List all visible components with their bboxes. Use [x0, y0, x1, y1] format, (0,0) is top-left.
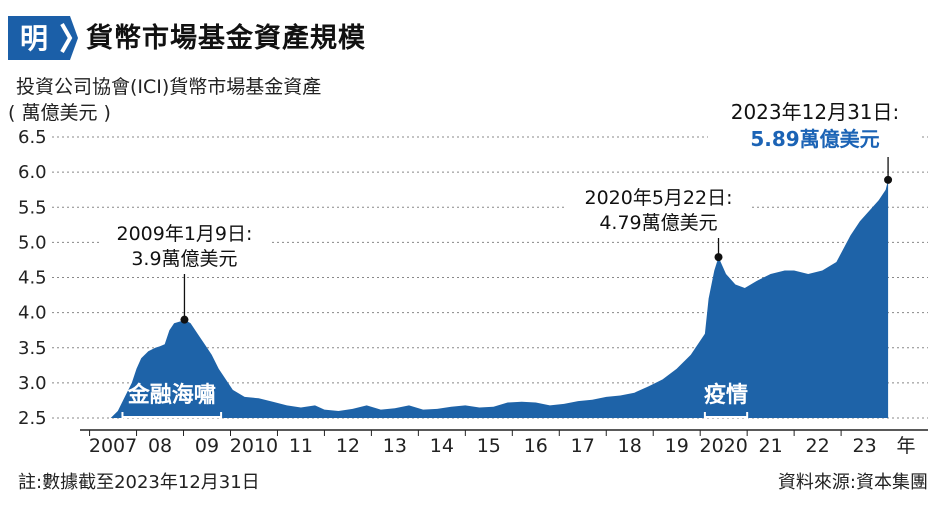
x-tick-label: 17 — [571, 435, 595, 457]
x-tick-label: 21 — [759, 435, 783, 457]
x-tick-label: 12 — [336, 435, 360, 457]
y-tick-label: 4.5 — [18, 268, 47, 289]
x-tick-label: 23 — [852, 435, 876, 457]
x-tick-label: 19 — [665, 435, 689, 457]
annotations: 2009年1月9日: 3.9萬億美元 2020年5月22日: 4.79萬億美元 2023… — [99, 95, 922, 324]
x-tick-label: 14 — [430, 435, 454, 457]
callout-text: 4.79萬億美元 — [599, 212, 717, 234]
event-label: 金融海嘯 — [127, 382, 216, 408]
x-tick-label: 15 — [477, 435, 501, 457]
y-tick-label: 3.0 — [18, 373, 47, 394]
callout-text: 3.9萬億美元 — [131, 248, 237, 270]
x-tick-label: 2007 — [89, 435, 137, 457]
x-tick-label: 08 — [148, 435, 172, 457]
x-tick-label: 13 — [383, 435, 407, 457]
y-tick-label: 5.0 — [18, 232, 47, 253]
callout-box — [708, 95, 922, 157]
x-tick-label: 2020 — [699, 435, 747, 457]
y-tick-label: 6.0 — [18, 162, 47, 183]
callout-point — [180, 315, 189, 324]
chart-title: 貨幣市場基金資產規模 — [86, 23, 366, 54]
callout-text: 2023年12月31日: — [731, 100, 900, 124]
x-tick-label: 22 — [806, 435, 830, 457]
callout-text: 5.89萬億美元 — [750, 127, 879, 151]
ming-pao-logo: 明 — [6, 12, 80, 64]
callout-point — [884, 175, 893, 184]
footnote: 註:數據截至2023年12月31日 — [18, 472, 260, 493]
x-tick-label: 2010 — [230, 435, 278, 457]
x-tick-label: 18 — [618, 435, 642, 457]
callout-text: 2009年1月9日: — [116, 223, 252, 245]
callout-text: 2020年5月22日: — [584, 187, 732, 209]
logo-glyph: 明 — [20, 22, 48, 55]
x-tick-label: 09 — [195, 435, 219, 457]
chart-subtitle: 投資公司協會(ICI)貨幣市場基金資產 — [16, 76, 322, 98]
callout-box — [566, 182, 751, 238]
y-tick-label: 3.5 — [18, 338, 47, 359]
axes: 2007 08 09 2010 11 12 13 14 15 16 17 18 19 2020 21 22 23… — [80, 429, 928, 457]
y-tick-label: 4.0 — [18, 303, 47, 324]
data-source: 資料來源:資本集團 — [777, 472, 928, 493]
x-tick-label: 11 — [289, 435, 313, 457]
y-axis-unit: ( 萬億美元 ) — [8, 102, 111, 124]
y-tick-label: 5.5 — [18, 197, 47, 218]
callout-box — [99, 218, 270, 274]
x-tick-label: 16 — [524, 435, 548, 457]
y-tick-label: 6.5 — [18, 127, 47, 148]
event-label: 疫情 — [704, 382, 748, 408]
area-series — [110, 179, 889, 418]
event-markers: 金融海嘯 疫情 — [121, 382, 749, 422]
x-tick-label: 年 — [896, 435, 915, 457]
y-tick-label: 2.5 — [18, 408, 47, 429]
fund-assets-area — [110, 179, 889, 418]
callout-point — [714, 253, 723, 262]
